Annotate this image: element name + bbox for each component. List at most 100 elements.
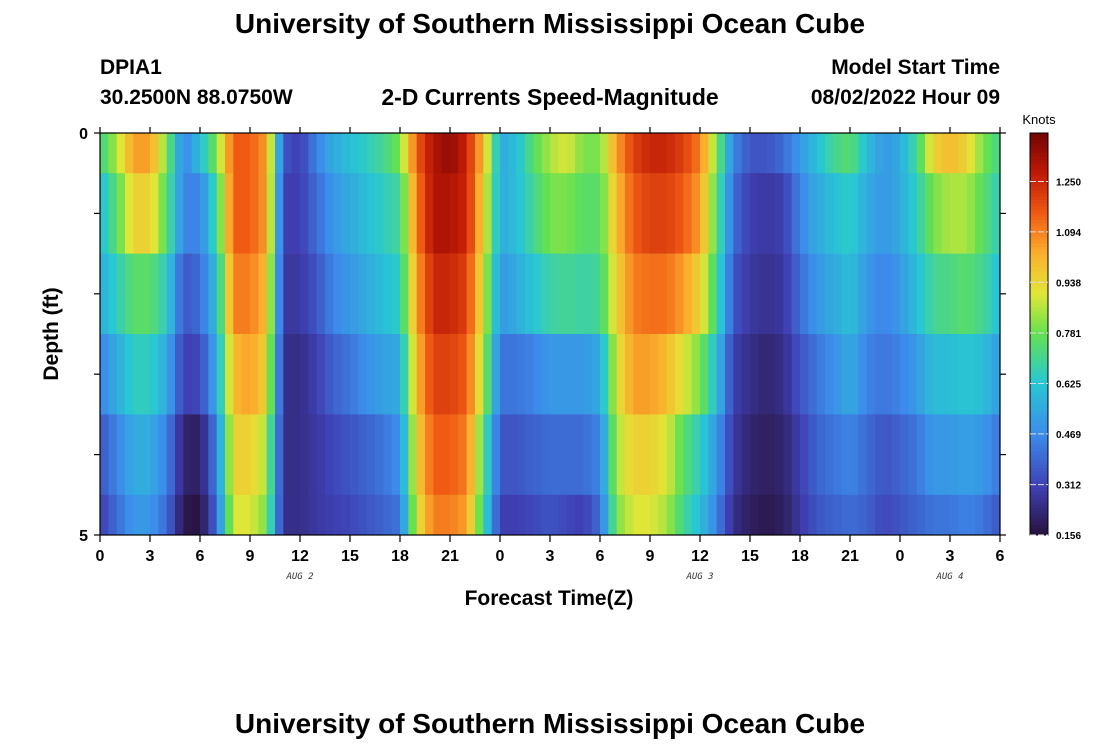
heatmap-cell: [325, 173, 334, 254]
heatmap-cell: [775, 133, 784, 174]
heatmap-cell: [316, 414, 326, 496]
heatmap-cell: [233, 334, 243, 415]
heatmap-cell: [333, 133, 343, 174]
axes: 0 3 6 9 12 15 18 21 0 3 6 9 12 15 18 21 0 3 6 AUG 2 AUG 3 AUG…: [79, 126, 1006, 582]
heatmap-cell: [408, 414, 418, 496]
heatmap-cell: [433, 133, 443, 174]
heatmap-cell: [225, 334, 234, 415]
heatmap-cell: [716, 253, 726, 335]
heatmap-cell: [675, 414, 684, 496]
heatmap-cell: [500, 253, 509, 335]
heatmap-cell: [925, 414, 934, 496]
heatmap-cell: [733, 133, 743, 174]
colorbar-swatch: [1030, 310, 1048, 315]
heatmap-cell: [633, 334, 643, 415]
heatmap-cell: [416, 494, 426, 536]
x-tick-label: 15: [741, 548, 759, 565]
colorbar-swatch: [1030, 297, 1048, 301]
heatmap-cell: [191, 173, 201, 254]
heatmap-cell: [433, 414, 443, 496]
heatmap-cell: [375, 253, 384, 335]
colorbar-swatch: [1030, 273, 1048, 278]
heatmap-cell: [366, 133, 376, 174]
page-title: University of Southern Mississippi Ocean…: [234, 8, 866, 39]
heatmap-cell: [775, 253, 784, 335]
heatmap-cell: [658, 494, 668, 536]
colorbar-swatch: [1030, 163, 1048, 167]
heatmap-cell: [708, 414, 718, 496]
heatmap-cell: [775, 173, 784, 254]
colorbar-swatch: [1030, 313, 1048, 318]
heatmap-cell: [350, 494, 359, 536]
heatmap-cell: [866, 334, 876, 415]
colorbar-swatch: [1030, 139, 1048, 144]
heatmap-cell: [833, 133, 843, 174]
colorbar-swatch: [1030, 390, 1048, 395]
heatmap-cell: [141, 133, 151, 174]
heatmap-cell: [408, 334, 418, 415]
heatmap-cell: [666, 173, 676, 254]
heatmap-cell: [216, 494, 226, 536]
heatmap-cell: [966, 173, 976, 254]
heatmap-cell: [975, 253, 984, 335]
heatmap-cell: [791, 173, 801, 254]
x-tick-label: 12: [291, 548, 309, 565]
heatmap-cell: [150, 334, 159, 415]
heatmap-cell: [500, 173, 509, 254]
heatmap-cell: [600, 494, 609, 536]
heatmap-cell: [141, 253, 151, 335]
heatmap-cell: [441, 494, 451, 536]
heatmap-cell: [433, 334, 443, 415]
heatmap-cell: [941, 173, 951, 254]
heatmap-cell: [475, 494, 484, 536]
x-tick-label: 0: [496, 548, 505, 565]
colorbar-swatch: [1030, 246, 1048, 251]
heatmap-cell: [366, 414, 376, 496]
heatmap-cell: [116, 494, 126, 536]
heatmap-cell: [491, 414, 501, 496]
heatmap-cell: [766, 494, 776, 536]
heatmap-cell: [400, 173, 409, 254]
heatmap-cell: [508, 414, 518, 496]
heatmap-cell: [400, 414, 409, 496]
colorbar-swatch: [1030, 521, 1048, 526]
heatmap-cell: [358, 173, 368, 254]
heatmap-cell: [458, 334, 468, 415]
heatmap-cell: [158, 334, 168, 415]
colorbar-swatch: [1030, 427, 1048, 432]
heatmap-cell: [925, 334, 934, 415]
colorbar-swatch: [1030, 377, 1048, 382]
heatmap-cell: [108, 334, 118, 415]
colorbar-swatch: [1030, 474, 1048, 479]
heatmap-cell: [608, 334, 618, 415]
heatmap-cell: [350, 414, 359, 496]
colorbar-swatch: [1030, 300, 1048, 305]
heatmap-cell: [491, 173, 501, 254]
heatmap-cell: [316, 133, 326, 174]
heatmap-cell: [966, 334, 976, 415]
colorbar-swatch: [1030, 287, 1048, 291]
heatmap-cell: [883, 173, 893, 254]
heatmap-cell: [275, 253, 284, 335]
heatmap-cell: [641, 133, 651, 174]
heatmap-cell: [591, 133, 601, 174]
heatmap-cell: [658, 133, 668, 174]
heatmap-cell: [291, 494, 301, 536]
heatmap-cell: [908, 414, 918, 496]
heatmap-cell: [308, 133, 318, 174]
heatmap-cell: [208, 133, 218, 174]
heatmap-cell: [883, 414, 893, 496]
heatmap-cell: [775, 494, 784, 536]
heatmap-cell: [108, 253, 118, 335]
station-coords: 30.2500N 88.0750W: [100, 86, 293, 109]
colorbar-swatch: [1030, 511, 1048, 516]
heatmap-cell: [741, 414, 751, 496]
heatmap-cell: [550, 173, 559, 254]
heatmap-cell: [391, 494, 401, 536]
colorbar-swatch: [1030, 189, 1048, 194]
heatmap-cell: [175, 253, 184, 335]
heatmap-cell: [175, 494, 184, 536]
heatmap-cell: [150, 253, 159, 335]
colorbar-swatch: [1030, 193, 1048, 198]
heatmap-cell: [550, 253, 559, 335]
